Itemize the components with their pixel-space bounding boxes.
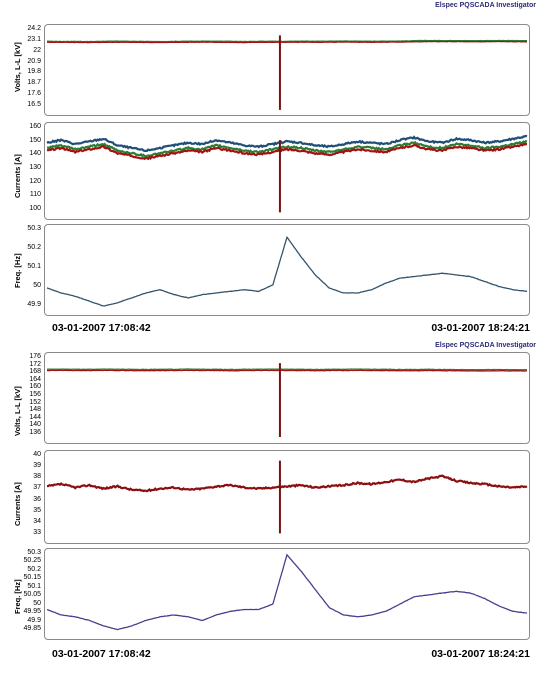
y-tick-label: 176 — [29, 353, 41, 360]
y-tick-label: 40 — [33, 451, 41, 458]
y-tick-label: 50.15 — [23, 574, 41, 582]
y-tick-label: 148 — [29, 406, 41, 414]
y-tick-label: 100 — [29, 205, 41, 212]
brand-label: Elspec PQSCADA Investigator — [435, 2, 536, 9]
y-tick-label: 38 — [33, 473, 41, 481]
y-tick-label: 49.9 — [27, 616, 41, 624]
y-tick-label: 110 — [29, 191, 41, 199]
y-tick-label: 152 — [29, 398, 41, 406]
y-tick-label: 23.1 — [27, 35, 41, 43]
chart-panel — [44, 122, 530, 220]
plot-area — [46, 134, 528, 213]
series-line — [46, 142, 528, 161]
y-tick-label: 50.3 — [27, 225, 41, 232]
series-line — [46, 553, 528, 631]
series-line — [46, 134, 528, 153]
y-tick-label: 49.85 — [23, 625, 41, 632]
chart-panel — [44, 224, 530, 316]
chart-panel — [44, 548, 530, 640]
y-tick-label: 50 — [33, 599, 41, 607]
y-tick-label: 50.1 — [27, 263, 41, 270]
y-tick-label: 50.2 — [27, 565, 41, 573]
y-tick-label: 34 — [33, 517, 41, 525]
plot-area — [46, 460, 528, 534]
y-tick-label: 19.8 — [27, 68, 41, 76]
y-tick-label: 50 — [33, 282, 41, 289]
series-line — [46, 474, 528, 493]
plot-area — [46, 363, 528, 437]
series-line — [46, 369, 527, 372]
y-tick-label: 37 — [33, 484, 41, 492]
y-tick-label: 39 — [33, 462, 41, 470]
y-tick-label: 20.9 — [27, 57, 41, 65]
series-line — [46, 235, 528, 307]
y-tick-label: 156 — [29, 391, 41, 398]
y-tick-label: 24.2 — [27, 25, 41, 32]
end-time: 03-01-2007 18:24:21 — [431, 322, 530, 334]
plot-area — [46, 553, 528, 631]
y-tick-label: 18.7 — [27, 79, 41, 87]
series-line — [47, 39, 527, 43]
y-tick-label: 17.6 — [27, 90, 41, 98]
y-tick-label: 33 — [33, 529, 41, 536]
chart-panel — [44, 450, 530, 544]
y-tick-label: 36 — [33, 495, 41, 503]
series-line — [46, 40, 527, 44]
y-tick-label: 50.2 — [27, 244, 41, 251]
plot-area — [46, 235, 528, 307]
y-tick-label: 130 — [29, 164, 41, 171]
y-tick-label: 140 — [29, 421, 41, 429]
y-tick-label: 140 — [29, 150, 41, 158]
brand-label: Elspec PQSCADA Investigator — [435, 342, 536, 349]
y-tick-label: 22 — [33, 46, 41, 54]
chart-panel — [44, 24, 530, 116]
y-tick-label: 168 — [29, 368, 41, 376]
y-tick-label: 172 — [29, 360, 41, 368]
y-tick-label: 16.5 — [27, 101, 41, 108]
y-tick-label: 50.3 — [27, 549, 41, 556]
y-tick-label: 144 — [29, 413, 41, 421]
y-tick-label: 120 — [29, 177, 41, 185]
chart-panel — [44, 352, 530, 444]
series-line — [46, 140, 528, 158]
y-tick-label: 50.25 — [23, 557, 41, 565]
y-tick-label: 160 — [29, 383, 41, 391]
y-tick-label: 35 — [33, 506, 41, 514]
y-tick-label: 50.05 — [23, 591, 41, 599]
y-tick-label: 160 — [29, 123, 41, 130]
y-tick-label: 49.95 — [23, 608, 41, 616]
series-line — [46, 368, 528, 371]
start-time: 03-01-2007 17:08:42 — [52, 322, 151, 334]
y-tick-label: 136 — [29, 429, 41, 436]
y-tick-label: 49.9 — [27, 301, 41, 308]
y-tick-label: 164 — [29, 375, 41, 383]
plot-area — [46, 35, 527, 110]
start-time: 03-01-2007 17:08:42 — [52, 648, 151, 660]
end-time: 03-01-2007 18:24:21 — [431, 648, 530, 660]
y-tick-label: 50.1 — [27, 582, 41, 590]
y-tick-label: 150 — [29, 136, 41, 144]
